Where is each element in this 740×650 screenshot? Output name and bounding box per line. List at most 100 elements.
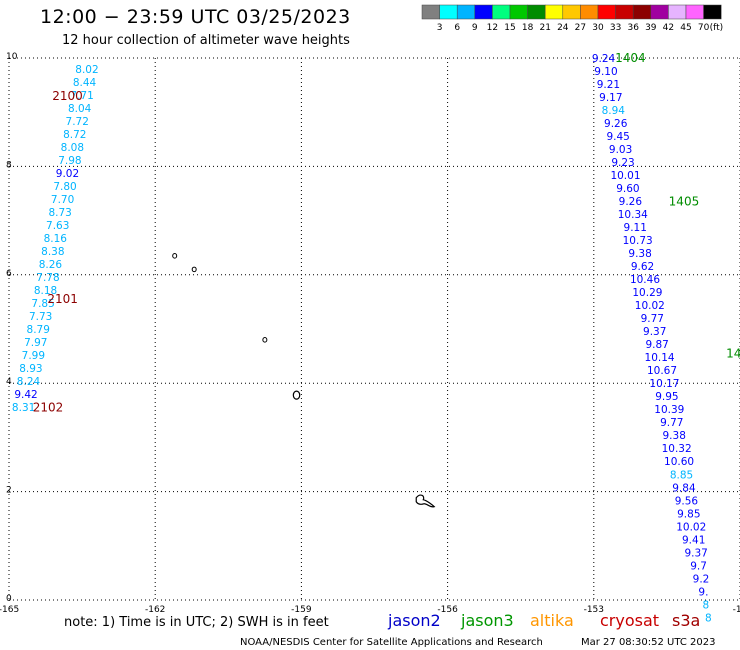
wave-height-point: 9.60 — [616, 183, 639, 195]
wave-height-point: 9.17 — [599, 92, 622, 104]
track-label: 140 — [726, 346, 740, 360]
legend-swatch — [421, 4, 440, 20]
satellite-legend-item: cryosat — [600, 611, 659, 630]
island-outline — [262, 337, 268, 343]
legend-tick-label: 27 — [575, 23, 586, 33]
wave-height-point: 8.94 — [602, 105, 626, 117]
wave-height-point: 8.08 — [61, 142, 84, 154]
legend-tick-label: 30 — [592, 23, 604, 33]
wave-height-point: 7.73 — [29, 311, 52, 323]
legend-swatch — [456, 4, 476, 20]
wave-height-point: 9.37 — [643, 326, 666, 338]
wave-height-point: 10.29 — [632, 287, 662, 299]
wave-height-point: 8.16 — [44, 233, 68, 245]
satellite-legend-item: altika — [530, 611, 574, 630]
wave-height-point: 7.97 — [24, 337, 47, 349]
y-tick-label: 4 — [6, 377, 12, 387]
x-tick-label: -162 — [145, 605, 165, 615]
wave-height-point: 9.23 — [611, 157, 634, 169]
legend-tick-label: 24 — [557, 23, 569, 33]
x-tick-label: -165 — [0, 605, 19, 615]
wave-height-point: 10.39 — [654, 404, 684, 416]
legend-tick-label: 36 — [627, 23, 639, 33]
wave-height-point: 10.02 — [676, 521, 706, 533]
wave-height-point: 8.85 — [670, 469, 693, 481]
wave-height-point: 9.10 — [594, 66, 617, 78]
y-tick-label: 0 — [6, 594, 12, 604]
wave-height-point: 8 — [705, 612, 712, 624]
legend-swatch — [492, 4, 511, 20]
wave-height-point: 9.85 — [677, 508, 700, 520]
wave-height-point: 10.17 — [649, 378, 679, 390]
wave-height-point: 10.46 — [630, 274, 660, 286]
wave-height-point: 9.77 — [660, 417, 683, 429]
wave-height-point: 8.04 — [68, 103, 92, 115]
footer-credit: NOAA/NESDIS Center for Satellite Applica… — [240, 637, 543, 648]
wave-height-point: 9.24 — [592, 53, 616, 65]
legend-swatch — [685, 4, 704, 20]
wave-height-point: 8.72 — [63, 129, 86, 141]
track-label: 1405 — [669, 195, 700, 209]
legend-swatch — [527, 4, 546, 20]
chart-subtitle: 12 hour collection of altimeter wave hei… — [62, 33, 350, 48]
legend-unit: (ft) — [710, 23, 724, 33]
x-tick-label: -156 — [437, 605, 458, 615]
wave-height-point: 9.87 — [645, 339, 668, 351]
wave-height-point: 9.84 — [672, 482, 696, 494]
wave-height-point: 7.71 — [70, 90, 93, 102]
wave-height-point: 9.45 — [606, 131, 629, 143]
wave-height-point: 9.77 — [641, 313, 664, 325]
wave-height-point: 8.02 — [75, 64, 98, 76]
legend-tick-label: 39 — [645, 23, 657, 33]
wave-height-point: 9.62 — [631, 261, 654, 273]
wave-height-point: 9.11 — [624, 222, 647, 234]
chart-title: 12:00 − 23:59 UTC 03/25/2023 — [40, 6, 351, 28]
legend-tick-label: 3 — [437, 23, 443, 33]
satellite-legend-item: s3a — [672, 611, 700, 630]
legend-tick-label: 18 — [522, 23, 534, 33]
y-tick-label: 6 — [6, 269, 12, 279]
wave-height-point: 8.24 — [17, 376, 41, 388]
wave-height-point: 10.14 — [645, 352, 675, 364]
legend-swatch — [615, 4, 634, 20]
legend-swatch — [668, 4, 687, 20]
wave-height-point: 8.38 — [41, 246, 64, 258]
legend-swatch — [597, 4, 616, 20]
wave-height-point: 8.93 — [19, 363, 42, 375]
legend-tick-label: 45 — [680, 23, 691, 33]
island-outline — [415, 494, 436, 508]
track-label: 1404 — [615, 51, 646, 65]
satellite-legend-item: jason2 — [387, 611, 441, 630]
legend-swatch — [650, 4, 669, 20]
wave-height-point: 7.98 — [58, 155, 81, 167]
wave-height-point: 9.38 — [628, 248, 651, 260]
legend-swatch — [439, 4, 458, 20]
legend-swatch — [509, 4, 528, 20]
wave-height-point: 9.21 — [597, 79, 620, 91]
wave-height-point: 8.18 — [34, 285, 57, 297]
wave-height-point: 8.31 — [12, 402, 35, 414]
wave-height-point: 9.26 — [604, 118, 628, 130]
legend-tick-label: 33 — [610, 23, 621, 33]
track-label: 2101 — [47, 292, 78, 306]
wave-height-point: 7.85 — [31, 298, 54, 310]
legend-tick-label: 70 — [698, 23, 710, 33]
wave-height-point: 9.7 — [690, 560, 707, 572]
satellite-legend-item: jason3 — [460, 611, 514, 630]
footer-note: note: 1) Time is in UTC; 2) SWH is in fe… — [64, 615, 329, 630]
wave-height-point: 7.80 — [53, 181, 76, 193]
wave-height-point: 8.79 — [27, 324, 50, 336]
track-label: 2100 — [52, 89, 83, 103]
wave-height-point: 10.73 — [623, 235, 653, 247]
legend-swatch — [632, 4, 652, 20]
track-label: 2102 — [33, 401, 64, 415]
legend-tick-label: 12 — [487, 23, 498, 33]
y-tick-label: 2 — [6, 486, 12, 496]
wave-height-point: 8.73 — [48, 207, 71, 219]
legend-swatch — [562, 4, 581, 20]
wave-height-point: 8.26 — [39, 259, 63, 271]
wave-height-point: 10.32 — [662, 443, 692, 455]
wave-height-point: 9.95 — [655, 391, 678, 403]
